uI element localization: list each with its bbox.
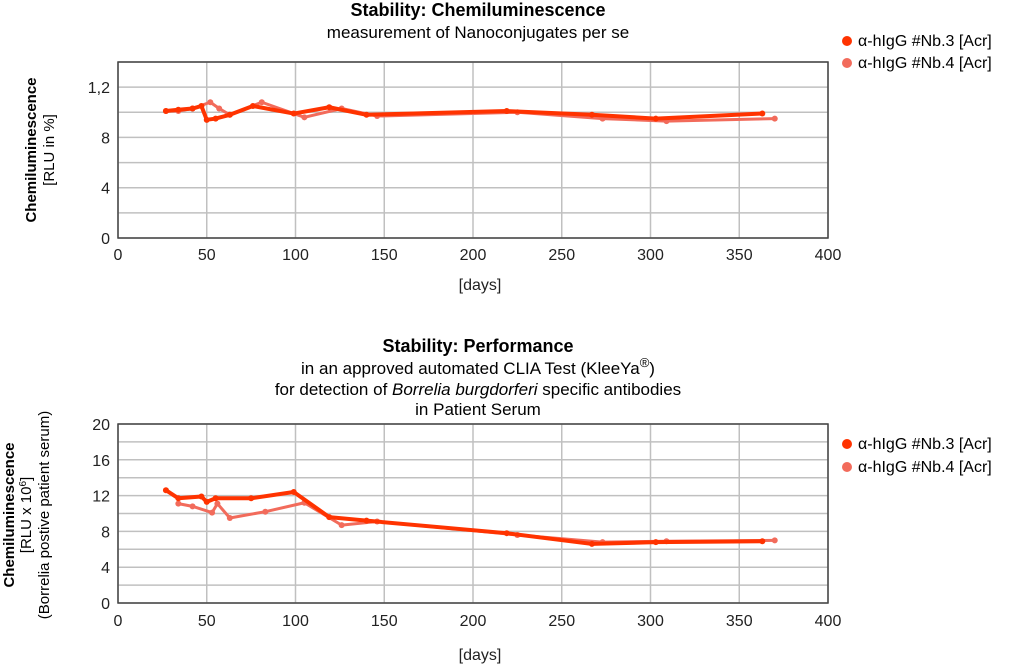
data-point-nb4: [189, 503, 196, 510]
data-point-nb3: [212, 115, 219, 122]
data-point-nb4: [209, 509, 216, 516]
data-point-nb4: [207, 99, 214, 106]
x-tick-label: 350: [726, 247, 753, 264]
data-point-nb3: [290, 489, 297, 496]
legend-entry: α-hIgG #Nb.3 [Acr]: [858, 436, 992, 453]
x-tick-label: 150: [371, 613, 398, 630]
chart1-subtitle: measurement of Nanoconjugates per se: [327, 23, 629, 42]
data-point-nb4: [216, 105, 223, 112]
legend-entry: α-hIgG #Nb.3 [Acr]: [858, 33, 992, 50]
data-point-nb3: [759, 538, 766, 545]
data-point-nb3: [588, 111, 595, 118]
x-tick-label: 200: [460, 247, 487, 264]
data-point-nb4: [771, 115, 778, 122]
data-point-nb4: [338, 522, 345, 529]
chart2-subtitle-line3: in Patient Serum: [415, 400, 541, 419]
chart1-ylabel2: [RLU in %]: [41, 114, 58, 186]
data-point-nb3: [203, 498, 210, 505]
series-line-nb4: [178, 501, 775, 544]
y-tick-label: 16: [92, 453, 110, 470]
x-tick-label: 250: [548, 613, 575, 630]
x-tick-label: 150: [371, 247, 398, 264]
data-point-nb3: [248, 495, 255, 502]
plot-frame: [117, 423, 829, 604]
x-tick-label: 400: [815, 613, 842, 630]
x-tick-label: 350: [726, 613, 753, 630]
data-point-nb4: [175, 500, 182, 507]
data-point-nb3: [759, 110, 766, 117]
data-point-nb3: [249, 103, 256, 109]
data-point-nb3: [175, 106, 182, 113]
chart2-xlabel: [days]: [459, 647, 502, 664]
series-line-nb3: [164, 488, 763, 546]
data-point-nb3: [162, 108, 169, 115]
x-tick-label: 0: [114, 247, 123, 264]
chart1-title: Stability: Chemiluminescence: [350, 0, 605, 20]
x-tick-label: 50: [198, 247, 216, 264]
data-point-nb3: [189, 105, 196, 112]
x-tick-label: 50: [198, 613, 216, 630]
data-point-nb3: [363, 517, 370, 524]
data-point-nb3: [652, 539, 659, 546]
data-point-nb3: [326, 514, 333, 521]
x-tick-label: 100: [282, 613, 309, 630]
data-point-nb4: [301, 114, 308, 121]
data-point-nb3: [652, 115, 659, 122]
data-point-nb3: [588, 540, 595, 547]
x-tick-label: 100: [282, 247, 309, 264]
x-tick-label: 200: [460, 613, 487, 630]
data-point-nb3: [363, 111, 370, 118]
y-tick-label: 12: [92, 489, 110, 506]
legend-marker: [842, 439, 852, 449]
x-tick-label: 300: [637, 247, 664, 264]
chart2-title: Stability: Performance: [382, 336, 573, 356]
chart2-subtitle-line2: for detection of Borrelia burgdorferi sp…: [275, 380, 681, 399]
data-point-nb3: [326, 104, 333, 111]
data-point-nb3: [503, 108, 510, 115]
legend-marker: [842, 58, 852, 68]
data-point-nb3: [198, 103, 205, 109]
plot-frame: [117, 61, 829, 239]
data-point-nb3: [162, 487, 169, 494]
legend-entry: α-hIgG #Nb.4 [Acr]: [858, 55, 992, 72]
chart2-plot: 0 50 100 150 200 250 300 350 400 0 4 8 12 16 20 α-hIgG …: [92, 417, 992, 630]
chart2-subtitle-line1: in an approved automated CLIA Test (Klee…: [301, 355, 655, 378]
x-tick-label: 0: [114, 613, 123, 630]
data-point-nb3: [198, 493, 205, 500]
legend-entry: α-hIgG #Nb.4 [Acr]: [858, 459, 992, 476]
y-tick-label: 0: [101, 231, 110, 248]
data-point-nb4: [214, 500, 221, 507]
data-point-nb3: [212, 495, 219, 502]
data-point-nb4: [226, 514, 233, 521]
x-tick-label: 250: [548, 247, 575, 264]
data-point-nb3: [503, 530, 510, 537]
y-tick-label: 4: [101, 560, 110, 577]
chart1-xlabel: [days]: [459, 277, 502, 294]
data-point-nb3: [226, 111, 233, 118]
data-point-nb3: [290, 110, 297, 117]
legend-marker: [842, 462, 852, 472]
chart2-ylabel: Chemiluminescence: [1, 442, 18, 587]
y-tick-label: 1,2: [88, 80, 110, 97]
x-tick-label: 400: [815, 247, 842, 264]
data-point-nb3: [203, 116, 210, 123]
data-point-nb4: [258, 99, 265, 106]
data-point-nb4: [262, 508, 269, 515]
y-tick-label: 20: [92, 417, 110, 434]
y-tick-label: 0: [101, 596, 110, 613]
chart1-ylabel: Chemiluminescence: [23, 77, 40, 222]
legend-marker: [842, 36, 852, 46]
y-tick-label: 8: [101, 130, 110, 147]
y-tick-label: 8: [101, 524, 110, 541]
x-tick-label: 300: [637, 613, 664, 630]
chart2-ylabel2: [RLU x 106]: [18, 477, 35, 553]
data-point-nb3: [175, 495, 182, 502]
chart2-ylabel3: (Borrelia postive patient serum): [36, 411, 53, 619]
chart1-plot: 0 50 100 150 200 250 300 350 400 0 4 8 1,2 α-hIgG #Nb…: [88, 33, 992, 264]
data-point-nb4: [771, 537, 778, 544]
y-tick-label: 4: [101, 181, 110, 198]
